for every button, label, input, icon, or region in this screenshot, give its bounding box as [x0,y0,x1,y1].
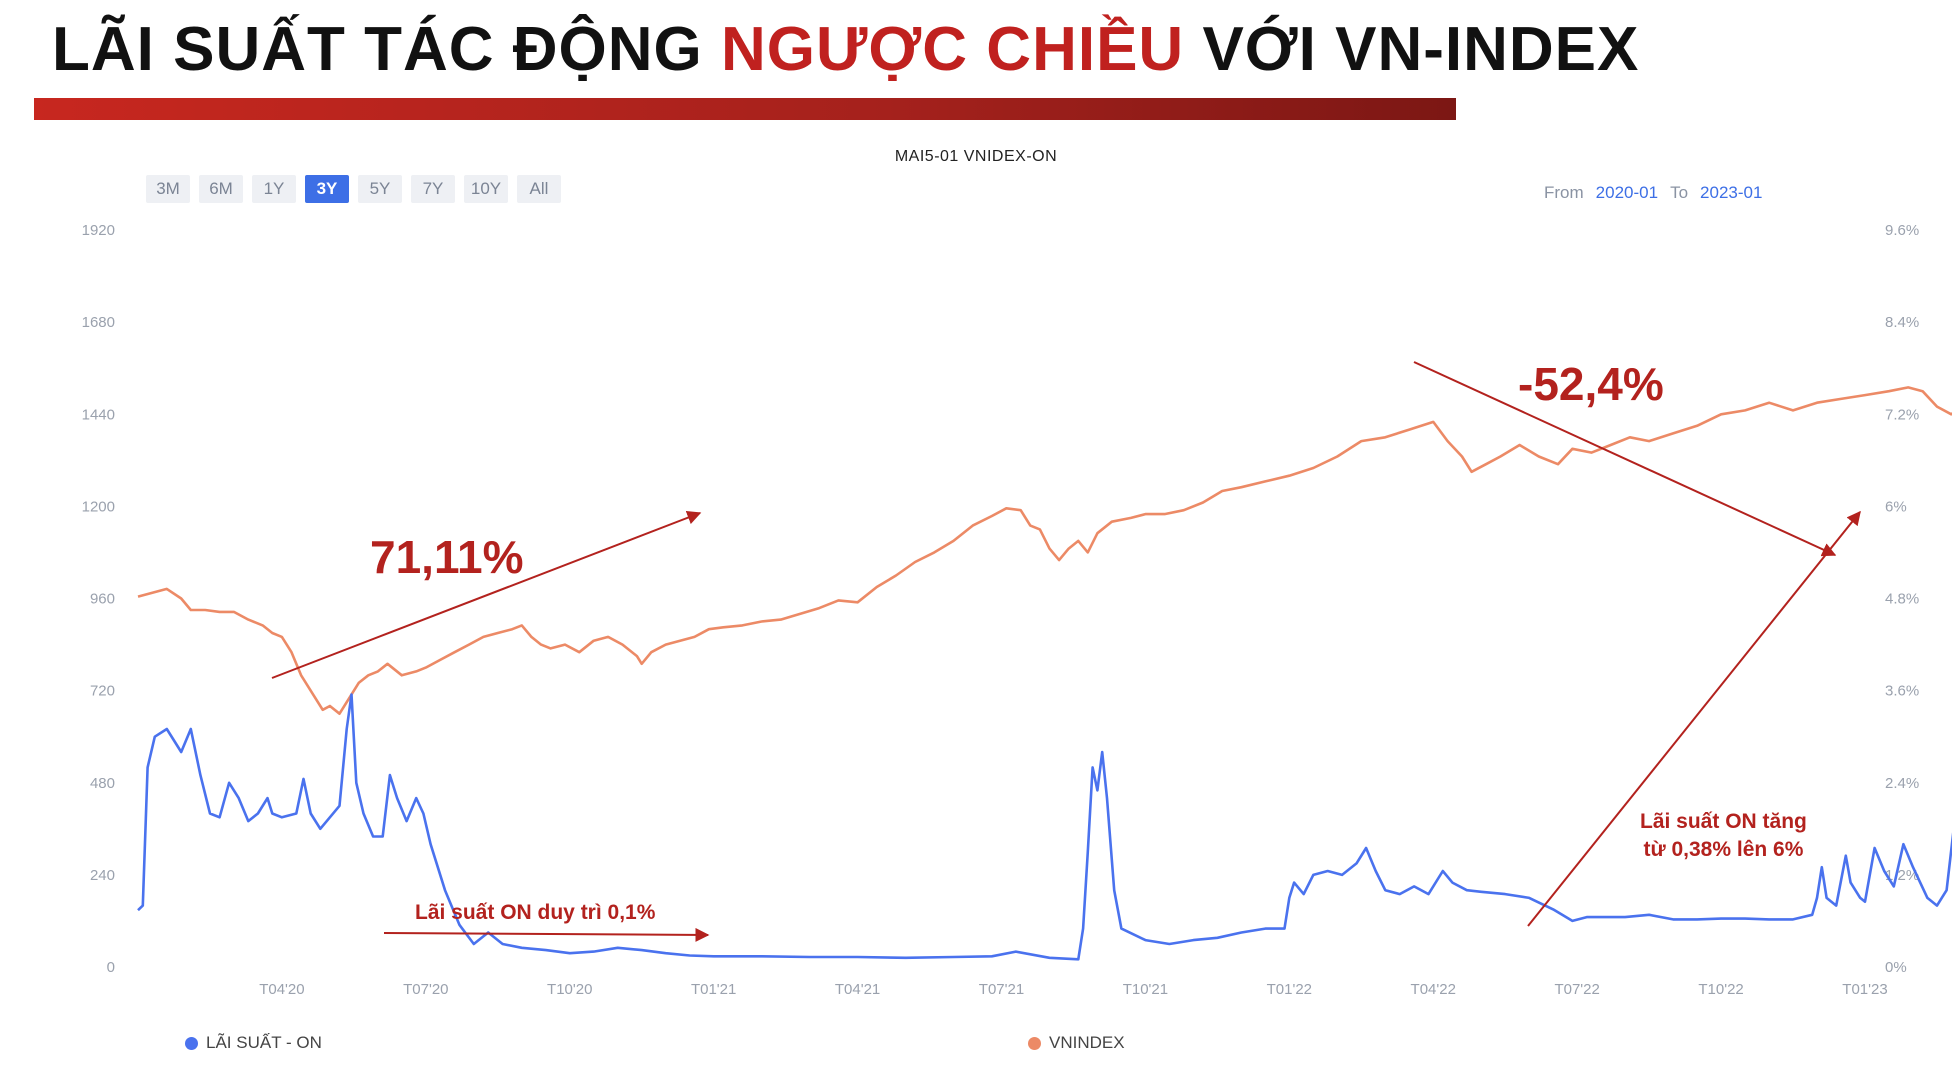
series-layer [137,386,1952,961]
left-tick-label: 1200 [82,498,115,515]
x-tick-label: T07'20 [403,981,448,998]
x-tick-label: T04'20 [259,981,304,998]
x-tick-label: T01'22 [1267,981,1312,998]
left-tick-label: 960 [90,591,115,608]
on-legend-label: LÃI SUẤT - ON [206,1033,322,1052]
right-tick-label: 3.6% [1885,683,1919,700]
left-tick-label: 480 [90,775,115,792]
right-axis: 0% 1.2% 2.4% 3.6% 4.8% 6% 7.2% 8.4% 9.6% [1885,222,1919,976]
left-tick-label: 1920 [82,222,115,239]
date-range: From 2020-01 To 2023-01 [1544,183,1774,203]
to-date-input[interactable]: 2023-01 [1700,183,1763,202]
right-tick-label: 4.8% [1885,591,1919,608]
right-tick-label: 7.2% [1885,406,1919,423]
x-tick-label: T07'21 [979,981,1024,998]
x-tick-label: T01'23 [1842,981,1887,998]
on-rise-arrow [1527,510,1861,927]
right-tick-label: 1.2% [1885,867,1919,884]
vnindex-legend-label: VNINDEX [1049,1033,1125,1052]
range-button-5y[interactable]: 5Y [358,175,402,203]
range-button-3y[interactable]: 3Y [305,175,349,203]
right-tick-label: 2.4% [1885,775,1919,792]
from-date-input[interactable]: 2020-01 [1595,183,1659,202]
right-tick-label: 9.6% [1885,222,1919,239]
x-tick-label: T07'22 [1554,981,1599,998]
vnindex-legend-dot [1028,1036,1041,1050]
left-tick-label: 720 [90,683,115,700]
right-tick-label: 6% [1885,498,1907,515]
title-highlight: NGƯỢC CHIỀU [720,15,1185,84]
loss-annotation: -52,4% [1518,358,1664,410]
to-label: To [1670,183,1689,202]
range-button-7y[interactable]: 7Y [411,175,455,203]
gain-annotation: 71,11% [370,531,524,583]
left-tick-label: 1680 [82,314,115,331]
on-rise-annotation: Lãi suất ON tăng từ 0,38% lên 6% [1640,810,1807,861]
vnindex-series-line [137,386,1952,715]
x-tick-label: T10'22 [1698,981,1743,998]
range-button-10y[interactable]: 10Y [464,175,508,203]
left-axis: 0 240 480 720 960 1200 1440 1680 1920 [82,222,115,976]
chart-title: MAI5-01 VNIDEX-ON [894,148,1058,165]
range-button-6m[interactable]: 6M [199,175,243,203]
x-tick-label: T10'20 [547,981,592,998]
legend-item-vnindex[interactable]: VNINDEX [1028,1033,1125,1053]
x-tick-label: T04'21 [835,981,880,998]
x-tick-label: T01'21 [691,981,736,998]
on-flat-annotation: Lãi suất ON duy trì 0,1% [415,901,656,924]
x-axis: T04'20 T07'20 T10'20 T01'21 T04'21 T07'21 T10'… [259,981,1887,998]
on-series-line [137,693,1952,961]
left-tick-label: 1440 [82,406,115,423]
range-selector: 3M 6M 1Y 3Y 5Y 7Y 10Y All [146,175,561,203]
left-tick-label: 0 [107,959,115,976]
x-tick-label: T04'22 [1411,981,1456,998]
left-tick-label: 240 [90,867,115,884]
from-label: From [1544,183,1584,202]
range-button-1y[interactable]: 1Y [252,175,296,203]
range-button-3m[interactable]: 3M [146,175,190,203]
right-tick-label: 0% [1885,959,1907,976]
range-button-all[interactable]: All [517,175,561,203]
annotation-arrows [271,361,1861,942]
legend-item-on[interactable]: LÃI SUẤT - ON [185,1033,322,1053]
on-flat-arrow [383,927,710,942]
loss-arrow [1413,361,1837,557]
slide-title: LÃI SUẤT TÁC ĐỘNG NGƯỢC CHIỀU VỚI VN-IND… [52,15,1640,84]
on-legend-dot [185,1036,198,1050]
right-tick-label: 8.4% [1885,314,1919,331]
gain-arrow [271,511,702,679]
x-tick-label: T10'21 [1123,981,1168,998]
title-underline-bar [34,98,1456,120]
